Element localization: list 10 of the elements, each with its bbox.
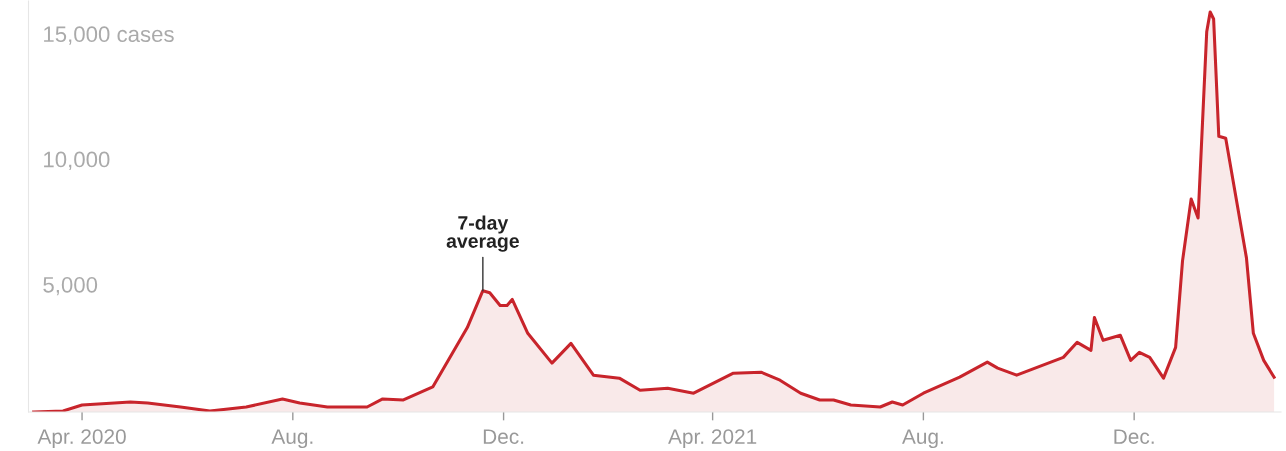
x-tick-label: Dec. [1114, 429, 1154, 444]
y-tick-label: 5,000 [43, 276, 98, 296]
x-tick-label: Aug. [902, 429, 943, 449]
x-tick-label: Dec. [483, 429, 524, 444]
y-tick-label: 10,000 [44, 151, 110, 170]
x-tick-label: Aug. [271, 429, 313, 449]
x-tick-label: Apr. 2021 [668, 429, 757, 449]
x-tick-label: Apr. 2020 [37, 429, 126, 449]
annotation: 7-day average [446, 215, 519, 252]
y-tick-label: 15,000 cases [44, 26, 174, 45]
